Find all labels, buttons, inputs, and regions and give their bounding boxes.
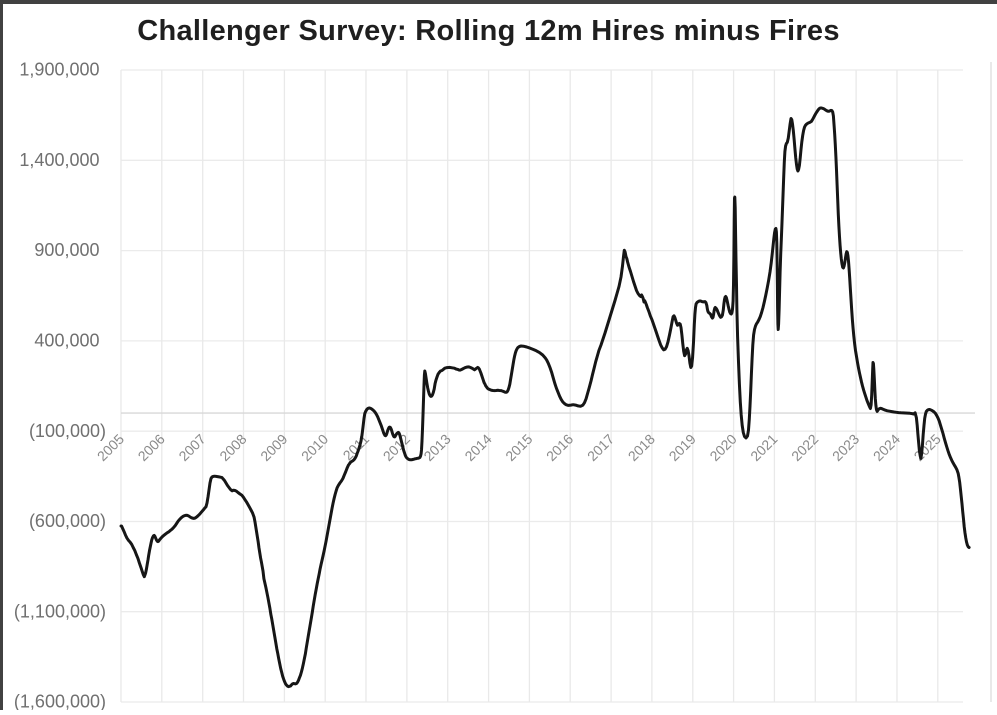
svg-text:(100,000): (100,000) <box>29 421 106 441</box>
svg-text:(600,000): (600,000) <box>29 511 106 531</box>
svg-text:(1,100,000): (1,100,000) <box>14 601 106 621</box>
svg-text:1,900,000: 1,900,000 <box>19 60 99 80</box>
svg-text:(1,600,000): (1,600,000) <box>14 692 106 710</box>
svg-text:1,400,000: 1,400,000 <box>19 150 99 170</box>
svg-text:400,000: 400,000 <box>34 331 99 351</box>
svg-text:900,000: 900,000 <box>34 240 99 260</box>
